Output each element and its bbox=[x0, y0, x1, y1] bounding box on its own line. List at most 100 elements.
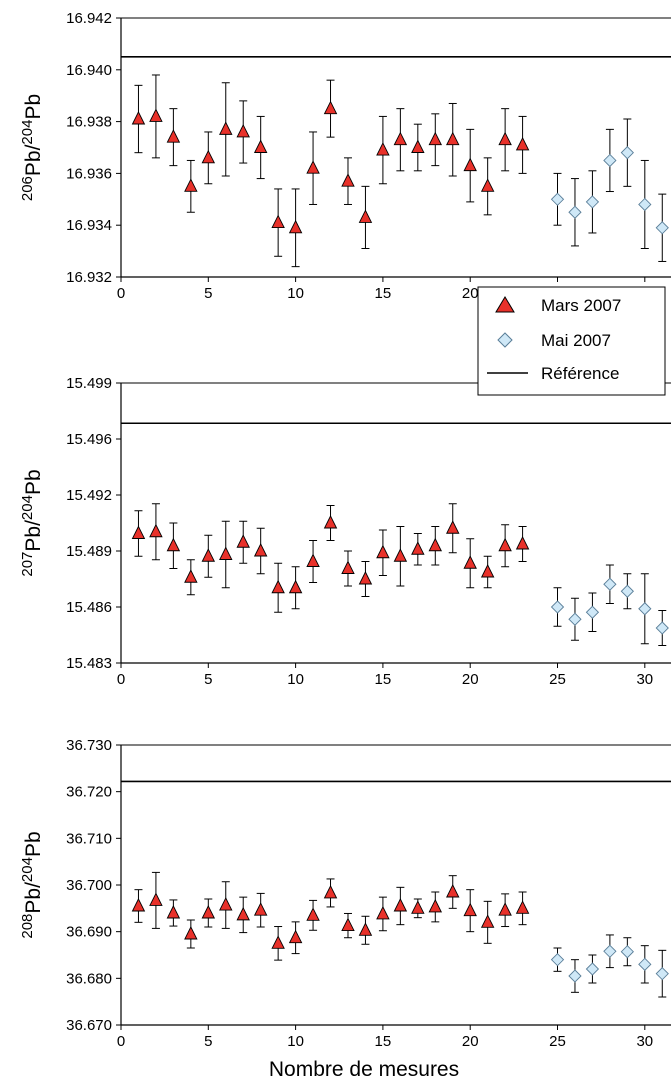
legend-label-mars: Mars 2007 bbox=[541, 296, 621, 315]
y-axis-label-main: Pb/ bbox=[22, 520, 45, 552]
y-tick-label: 36.730 bbox=[66, 737, 112, 754]
point-mars bbox=[428, 537, 443, 552]
y-axis-label: 208Pb/204Pb bbox=[19, 831, 46, 938]
y-tick-label: 15.483 bbox=[66, 655, 112, 672]
point-mars bbox=[236, 123, 250, 138]
point-mars bbox=[428, 898, 443, 913]
point-mars bbox=[341, 560, 355, 574]
point-mars bbox=[358, 570, 373, 585]
point-mars bbox=[253, 542, 268, 557]
point-mai bbox=[550, 600, 565, 614]
point-mai bbox=[638, 957, 652, 971]
y-tick-label: 16.942 bbox=[66, 10, 112, 27]
y-tick-label: 15.492 bbox=[66, 487, 112, 504]
y-axis-label-sup-b: 204 bbox=[19, 857, 36, 882]
point-mars bbox=[219, 121, 233, 135]
point-mars bbox=[253, 139, 268, 153]
y-tick-label: 36.690 bbox=[66, 924, 112, 941]
x-tick-label: 15 bbox=[375, 285, 392, 302]
point-mars bbox=[446, 883, 460, 898]
y-tick-label: 15.499 bbox=[66, 375, 112, 392]
point-mars bbox=[271, 214, 285, 229]
x-tick-label: 5 bbox=[204, 671, 212, 688]
point-mars bbox=[149, 892, 163, 906]
point-mars bbox=[306, 160, 320, 174]
point-mars bbox=[515, 535, 530, 550]
point-mars bbox=[131, 525, 146, 539]
y-axis-label: 206Pb/204Pb bbox=[19, 94, 46, 201]
y-tick-label: 16.936 bbox=[66, 165, 112, 182]
point-mars bbox=[288, 219, 303, 234]
point-mars bbox=[271, 579, 285, 594]
y-axis-label-main: Pb/ bbox=[22, 882, 45, 914]
point-mars bbox=[446, 520, 460, 534]
point-mars bbox=[393, 897, 408, 912]
x-axis-label: Nombre de mesures bbox=[269, 1058, 459, 1081]
point-mars bbox=[184, 925, 198, 940]
point-mai bbox=[655, 621, 669, 635]
point-mars bbox=[376, 905, 390, 920]
y-axis-label-main: Pb/ bbox=[22, 144, 45, 176]
point-mars bbox=[376, 544, 390, 559]
point-mars bbox=[515, 900, 530, 914]
y-tick-label: 16.940 bbox=[66, 62, 112, 79]
point-mars bbox=[446, 131, 460, 146]
point-mars bbox=[131, 111, 146, 125]
panel-1: 16.932 16.934 16.936 16.938 16.940 16.942 0 5 10… bbox=[19, 10, 671, 302]
x-tick-label: 10 bbox=[287, 1033, 304, 1050]
point-mars bbox=[393, 548, 408, 562]
point-mars bbox=[253, 902, 268, 916]
x-tick-label: 25 bbox=[549, 671, 566, 688]
point-mars bbox=[341, 173, 355, 187]
point-mars bbox=[411, 900, 425, 914]
y-tick-label: 36.710 bbox=[66, 830, 112, 847]
point-mars bbox=[463, 902, 477, 917]
y-tick-label: 36.720 bbox=[66, 784, 112, 801]
point-mai bbox=[655, 221, 669, 235]
point-mai bbox=[638, 602, 652, 616]
y-axis-label-end: Pb bbox=[22, 94, 45, 120]
point-mars bbox=[184, 178, 198, 192]
point-mai bbox=[620, 146, 634, 160]
point-mars bbox=[236, 534, 250, 548]
y-tick-label: 36.700 bbox=[66, 877, 112, 894]
point-mars bbox=[480, 914, 495, 928]
point-mars bbox=[271, 935, 285, 949]
point-mars bbox=[358, 922, 373, 936]
y-tick-label: 15.496 bbox=[66, 431, 112, 448]
legend-marker-diamond bbox=[497, 332, 513, 348]
point-mars bbox=[341, 917, 355, 932]
x-tick-label: 30 bbox=[636, 671, 653, 688]
y-axis-label-sup-a: 206 bbox=[19, 176, 36, 201]
point-mars bbox=[236, 906, 250, 921]
point-mars bbox=[411, 541, 425, 555]
point-mars bbox=[480, 178, 495, 192]
point-mars bbox=[131, 897, 146, 912]
point-mai bbox=[585, 962, 600, 976]
legend-marker-triangle bbox=[495, 296, 515, 313]
point-mars bbox=[498, 902, 512, 916]
chart-panels: 16.932 16.934 16.936 16.938 16.940 16.942 0 5 10… bbox=[19, 10, 671, 1050]
y-tick-label: 36.670 bbox=[66, 1017, 112, 1034]
point-mars bbox=[323, 100, 338, 115]
point-mars bbox=[219, 897, 233, 911]
y-axis-label-sup-a: 207 bbox=[19, 552, 36, 577]
y-axis-label-end: Pb bbox=[22, 469, 45, 495]
point-mars bbox=[411, 139, 425, 153]
x-tick-label: 20 bbox=[462, 1033, 479, 1050]
point-mai bbox=[550, 192, 565, 206]
x-tick-label: 5 bbox=[204, 1033, 212, 1050]
x-tick-label: 0 bbox=[117, 671, 125, 688]
y-axis-label-end: Pb bbox=[22, 831, 45, 857]
y-tick-label: 16.934 bbox=[66, 217, 112, 234]
y-tick-label: 15.486 bbox=[66, 599, 112, 616]
point-mars bbox=[166, 537, 181, 552]
point-mars bbox=[219, 546, 233, 560]
point-mai bbox=[568, 969, 582, 983]
point-mars bbox=[428, 131, 443, 146]
point-mai bbox=[620, 945, 634, 959]
y-axis-label-sup-b: 204 bbox=[19, 120, 36, 145]
point-mars bbox=[463, 157, 477, 172]
point-mars bbox=[149, 523, 163, 538]
